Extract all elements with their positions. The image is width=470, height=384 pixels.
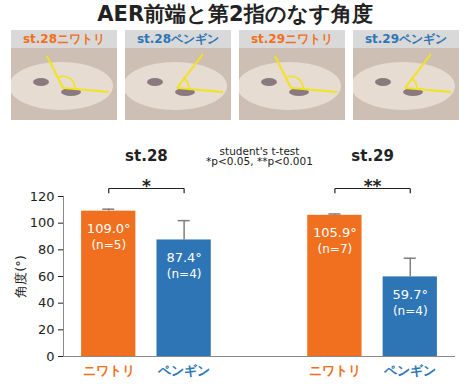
svg-text:**: ** — [364, 176, 382, 196]
svg-text:(n=7): (n=7) — [318, 242, 353, 256]
svg-text:(n=4): (n=4) — [167, 267, 202, 281]
svg-text:60: 60 — [38, 269, 55, 284]
svg-text:(n=4): (n=4) — [393, 304, 428, 318]
svg-text:(n=5): (n=5) — [91, 238, 126, 252]
svg-text:角度(°): 角度(°) — [13, 255, 28, 298]
svg-text:*: * — [142, 176, 151, 196]
html-text:st.29ペンギン: st.29ペンギン — [364, 32, 448, 46]
svg-text:59.7°: 59.7° — [393, 287, 428, 302]
svg-text:40: 40 — [38, 295, 55, 310]
svg-text:st.29: st.29 — [351, 147, 394, 165]
html-text:st.28ペンギン: st.28ペンギン — [136, 32, 220, 46]
svg-text:ニワトリ: ニワトリ — [309, 363, 361, 378]
svg-text:105.9°: 105.9° — [313, 225, 357, 240]
html-text:AER前端と第2指のなす角度: AER前端と第2指のなす角度 — [97, 2, 373, 26]
svg-text:ペンギン: ペンギン — [157, 363, 210, 378]
svg-text:ニワトリ: ニワトリ — [83, 363, 135, 378]
svg-text:0: 0 — [46, 349, 54, 364]
svg-text:80: 80 — [38, 242, 55, 257]
svg-text:ペンギン: ペンギン — [383, 363, 436, 378]
svg-text:student's t-test*p<0.05, **p<0: student's t-test*p<0.05, **p<0.001 — [206, 145, 313, 168]
svg-text:st.28: st.28 — [125, 147, 168, 165]
svg-text:87.4°: 87.4° — [166, 250, 201, 265]
svg-text:120: 120 — [30, 189, 55, 204]
html-text:st.29ニワトリ: st.29ニワトリ — [250, 32, 334, 46]
svg-text:100: 100 — [30, 215, 55, 230]
svg-text:109.0°: 109.0° — [87, 221, 131, 236]
svg-text:20: 20 — [38, 322, 55, 337]
html-text:st.28ニワトリ: st.28ニワトリ — [22, 32, 106, 46]
